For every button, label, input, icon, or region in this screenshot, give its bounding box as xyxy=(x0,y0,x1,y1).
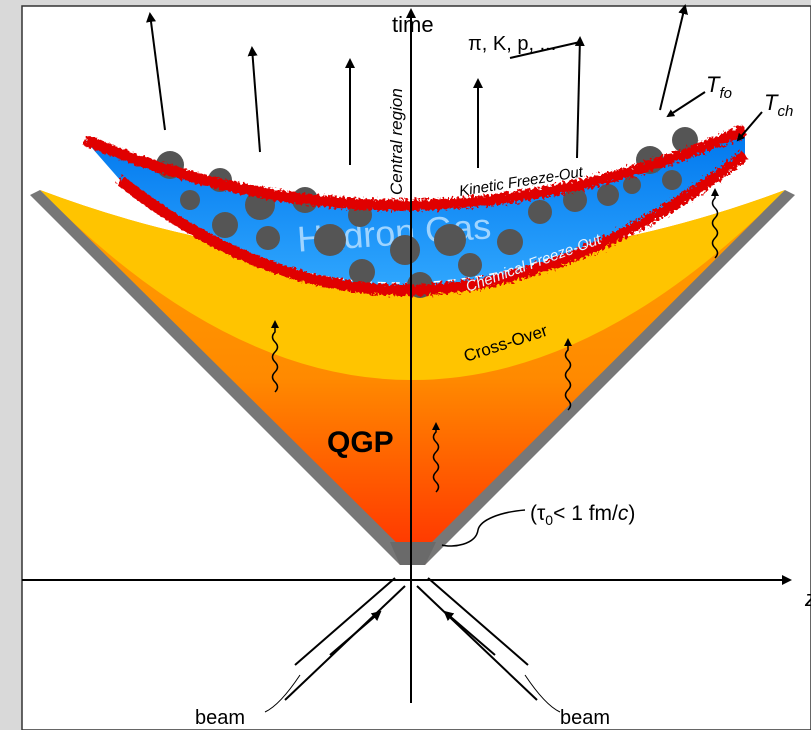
subscript: ch xyxy=(777,103,793,120)
time-label: time xyxy=(392,12,434,37)
hadron xyxy=(256,226,280,250)
hadron xyxy=(390,235,420,265)
subscript: fo xyxy=(719,85,732,102)
diagram: Hadron Gas z time Central region π, K, p… xyxy=(0,0,811,730)
hadron xyxy=(180,190,200,210)
text: < 1 fm/ xyxy=(553,502,618,525)
beam-label: beam xyxy=(195,707,245,729)
z-label: z xyxy=(804,586,811,611)
hadron xyxy=(662,170,682,190)
beam-label: beam xyxy=(560,707,610,729)
hadron xyxy=(434,224,466,256)
central-region-label: Central region xyxy=(387,88,406,195)
hadron xyxy=(314,224,346,256)
qgp-label: QGP xyxy=(327,426,394,459)
hadron xyxy=(597,184,619,206)
text: (τ xyxy=(530,502,546,525)
hadron xyxy=(528,200,552,224)
subscript: 0 xyxy=(545,512,553,528)
hadron xyxy=(212,212,238,238)
text: ) xyxy=(628,502,635,525)
text: c xyxy=(618,502,629,525)
hadron xyxy=(497,229,523,255)
hadron xyxy=(623,176,641,194)
particles-label: π, K, p, ... xyxy=(468,33,556,55)
